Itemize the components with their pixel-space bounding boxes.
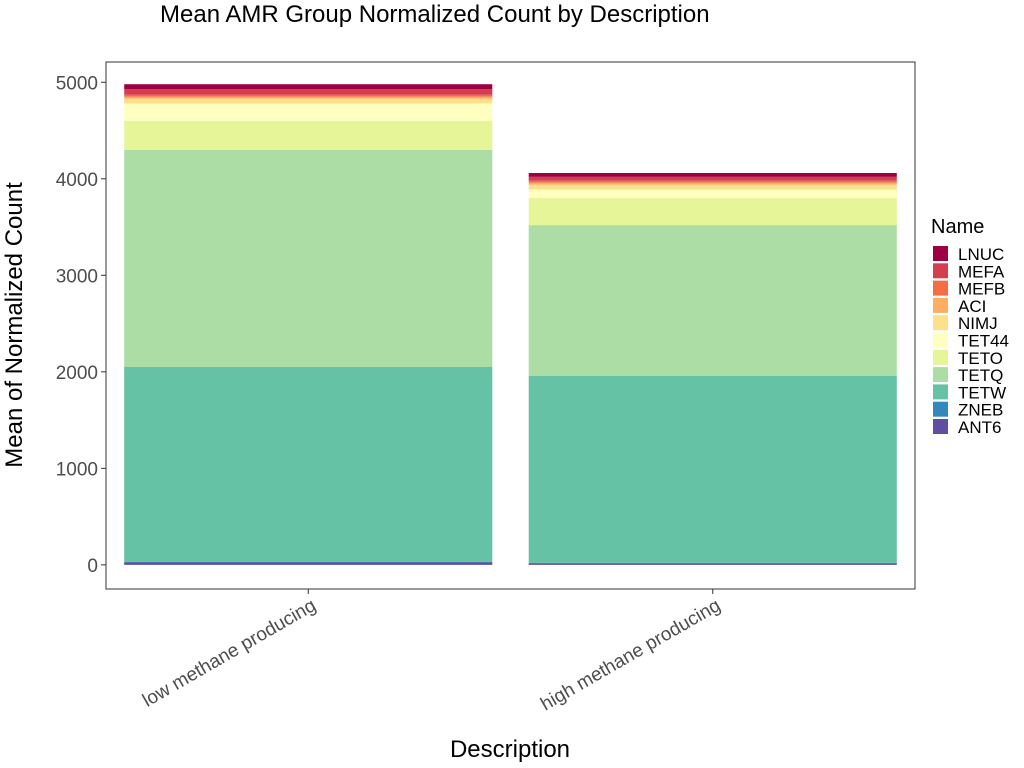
bar-segment-mefb-1 <box>124 94 493 97</box>
legend-label-mefb: MEFB <box>958 280 1005 299</box>
legend-swatch-ant6 <box>933 419 948 434</box>
legend-swatch-mefa <box>933 263 948 279</box>
legend-label-mefa: MEFA <box>958 262 1005 281</box>
bar-segment-ant6-2 <box>528 563 897 565</box>
legend-label-tetw: TETW <box>958 383 1006 402</box>
legend-label-teto: TETO <box>958 349 1003 368</box>
y-tick-label: 0 <box>87 556 98 577</box>
y-tick-label: 1000 <box>56 459 98 480</box>
x-tick-label: low methane producing <box>139 595 320 711</box>
chart-title: Mean AMR Group Normalized Count by Descr… <box>160 1 710 28</box>
bar-segment-lnuc-1 <box>124 84 493 90</box>
legend-swatch-zneb <box>933 401 948 417</box>
legend-swatch-mefb <box>933 280 948 296</box>
x-axis: low methane producing high methane produc… <box>139 589 724 715</box>
bar-segment-aci-1 <box>124 96 493 99</box>
legend-label-nimj: NIMJ <box>958 314 998 333</box>
bar-segment-mefa-2 <box>528 176 897 181</box>
legend: Name LNUCMEFAMEFBACINIMJTET44TETOTETQTET… <box>931 216 1009 437</box>
bar-segment-tetw-1 <box>124 367 493 562</box>
legend-label-tetq: TETQ <box>958 366 1003 385</box>
legend-label-tet44: TET44 <box>958 332 1009 351</box>
x-tick-label: high methane producing <box>537 595 724 715</box>
legend-swatch-lnuc <box>933 246 948 261</box>
x-axis-title: Description <box>450 736 570 763</box>
legend-swatch-teto <box>933 349 948 365</box>
y-axis-title: Mean of Normalized Count <box>1 182 28 468</box>
legend-swatch-tetq <box>933 367 948 383</box>
bar-segment-aci-2 <box>528 182 897 185</box>
bars-layer <box>124 84 897 565</box>
bar-segment-ant6-1 <box>124 562 493 565</box>
legend-label-ant6: ANT6 <box>958 418 1001 437</box>
y-tick-label: 5000 <box>56 73 98 94</box>
legend-label-aci: ACI <box>958 297 986 316</box>
legend-label-lnuc: LNUC <box>958 245 1004 264</box>
bar-segment-tetq-1 <box>124 149 493 367</box>
bar-segment-teto-2 <box>528 198 897 226</box>
legend-swatch-nimj <box>933 315 948 331</box>
bar-segment-nimj-1 <box>124 98 493 104</box>
bar-segment-tet44-2 <box>528 189 897 199</box>
y-axis: 0 1000 2000 3000 4000 5000 <box>56 73 106 577</box>
y-tick-label: 2000 <box>56 363 98 384</box>
legend-swatch-tet44 <box>933 332 948 348</box>
bar-segment-lnuc-2 <box>528 173 897 177</box>
bar-segment-mefb-2 <box>528 180 897 183</box>
legend-swatch-tetw <box>933 384 948 400</box>
bar-segment-nimj-2 <box>528 184 897 190</box>
y-tick-label: 3000 <box>56 266 98 287</box>
bar-segment-tet44-1 <box>124 103 493 121</box>
bar-segment-tetq-2 <box>528 225 897 376</box>
legend-swatch-aci <box>933 297 948 313</box>
bar-segment-mefa-1 <box>124 89 493 95</box>
bar-segment-teto-1 <box>124 120 493 150</box>
legend-title: Name <box>931 216 984 238</box>
legend-label-zneb: ZNEB <box>958 401 1003 420</box>
bar-segment-tetw-2 <box>528 375 897 563</box>
y-tick-label: 4000 <box>56 170 98 191</box>
